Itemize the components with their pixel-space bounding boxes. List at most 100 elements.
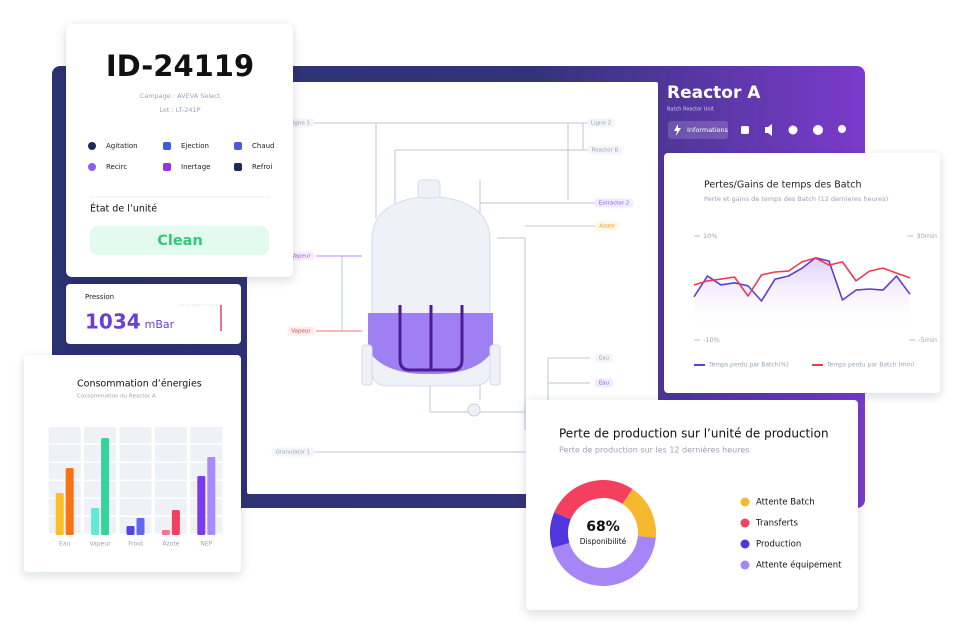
legend-dot <box>740 539 750 549</box>
id-card <box>66 24 293 277</box>
grid-cell <box>190 481 223 498</box>
lot: Lot : LT-241P <box>159 106 200 114</box>
chart-title: Perte de production sur l’unité de produ… <box>559 427 829 441</box>
bar <box>55 493 64 535</box>
y-tick-label: -10% <box>703 336 720 344</box>
diagram-label: Ligne 1 <box>290 121 310 127</box>
legend-label: Transferts <box>755 519 799 529</box>
diagram-label: Vapeur <box>291 329 311 335</box>
diagram-label-box <box>271 447 315 457</box>
bar <box>207 457 216 535</box>
diagram-label: Extractor 2 <box>599 201 630 207</box>
grid-cell <box>119 499 152 516</box>
bar <box>91 508 100 535</box>
diagram-label: Reactor B <box>592 148 619 154</box>
reactor-subtitle: Batch Reactor Unit <box>667 107 714 113</box>
reactor-title: Reactor A <box>667 83 761 103</box>
donut-segment <box>552 536 656 586</box>
grid-cell <box>48 445 81 462</box>
chart-title: Consommation d’énergies <box>77 379 202 390</box>
toolbar-icon[interactable] <box>813 125 823 135</box>
grid-cell <box>190 499 223 516</box>
line-series <box>693 257 911 302</box>
donut-segment <box>550 512 571 549</box>
donut-center-caption: Disponibilité <box>580 537 627 546</box>
area-fill <box>694 257 910 330</box>
y2-tick-label: 30min <box>916 232 937 240</box>
donut-segment <box>554 480 633 520</box>
bar <box>136 518 145 535</box>
grid-cell <box>84 481 117 498</box>
bar <box>197 476 206 535</box>
grid-cell <box>84 445 117 462</box>
grid-cell <box>154 445 187 462</box>
diagram-label-box <box>586 118 616 128</box>
legend-dot <box>740 497 750 507</box>
toolbar-icon[interactable] <box>838 125 846 133</box>
diagram-label-box <box>594 353 614 363</box>
grid-cell <box>48 517 81 534</box>
diagram-label: Eau <box>599 356 609 362</box>
feature-icon <box>234 142 242 150</box>
bolt-icon <box>674 124 681 136</box>
grid-cell <box>119 481 152 498</box>
state-value: Clean <box>157 233 203 249</box>
x-tick-label: Froid <box>128 541 143 548</box>
state-title: État de l’unité <box>90 203 157 215</box>
process-diagram <box>312 122 596 453</box>
legend-label: Attente équipement <box>756 560 842 571</box>
bar <box>65 468 74 535</box>
legend-label: Production <box>756 540 801 550</box>
diagram-label: Azote <box>599 224 615 230</box>
toolbar-icon[interactable] <box>765 124 772 136</box>
grid-cell <box>119 517 152 534</box>
pressure-card <box>66 284 241 344</box>
grid-cell <box>84 427 117 444</box>
grid-cell <box>84 517 117 534</box>
bar <box>171 510 180 535</box>
grid-cell <box>119 427 152 444</box>
x-tick-label: Azote <box>162 541 179 548</box>
grid-cell <box>119 445 152 462</box>
unit-id: ID-24119 <box>106 49 254 83</box>
production-card <box>526 400 858 610</box>
pressure-unit: mBar <box>145 318 175 331</box>
y-tick-label: 10% <box>703 232 717 240</box>
legend-label: Temps perdu par Batch(%) <box>708 362 789 369</box>
info-button[interactable] <box>668 121 728 139</box>
line-series <box>693 257 911 297</box>
grid-cell <box>154 517 187 534</box>
bar <box>161 530 170 535</box>
grid-cell <box>48 463 81 480</box>
campaign: Campage : AVEVA Select <box>140 92 221 100</box>
y2-tick-label: -5min <box>918 336 937 344</box>
diagram-label-box <box>594 198 634 208</box>
grid-cell <box>84 499 117 516</box>
pressure-value: 1034 <box>85 310 141 334</box>
legend-label: Attente Batch <box>756 498 815 508</box>
grid-cell <box>190 427 223 444</box>
legend-dot <box>740 560 750 570</box>
diagram-label: Eau <box>599 381 609 387</box>
grid-cell <box>154 481 187 498</box>
feature-label: Recirc <box>106 163 127 171</box>
feature-icon <box>163 163 171 171</box>
feature-label: Chaud <box>252 142 275 150</box>
chart-title: Pertes/Gains de temps des Batch <box>704 180 862 191</box>
diagram-label-box <box>594 378 614 388</box>
grid-cell <box>154 463 187 480</box>
legend-dot <box>740 518 750 528</box>
x-tick-label: NEP <box>200 541 212 548</box>
grid-cell <box>84 463 117 480</box>
grid-cell <box>154 427 187 444</box>
toolbar-icon[interactable] <box>788 125 798 135</box>
toolbar-icon[interactable] <box>741 126 749 134</box>
grid-cell <box>119 463 152 480</box>
feature-label: Refroi <box>252 163 272 171</box>
diagram-label-box <box>287 326 315 336</box>
grid-cell <box>48 499 81 516</box>
grid-cell <box>190 445 223 462</box>
diagram-label-box <box>287 251 315 261</box>
pressure-label: Pression <box>85 293 114 301</box>
